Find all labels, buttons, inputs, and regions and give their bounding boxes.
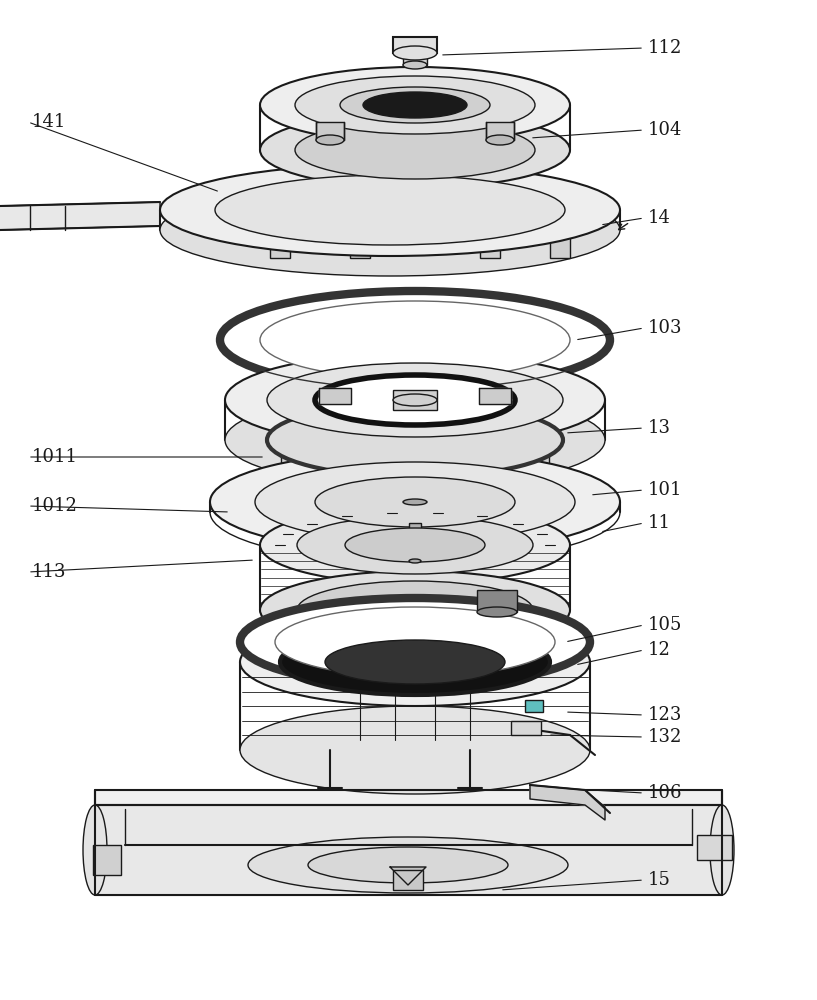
- Bar: [393, 390, 437, 410]
- Polygon shape: [479, 388, 511, 404]
- Ellipse shape: [210, 451, 620, 553]
- Text: 15: 15: [648, 871, 671, 889]
- Ellipse shape: [486, 135, 514, 145]
- Polygon shape: [316, 122, 344, 140]
- Ellipse shape: [315, 477, 515, 527]
- Bar: [550, 230, 570, 258]
- Bar: [480, 230, 500, 258]
- Ellipse shape: [308, 847, 508, 883]
- Text: 103: 103: [648, 319, 682, 337]
- Bar: [511, 721, 541, 735]
- Ellipse shape: [297, 516, 533, 574]
- Text: 1012: 1012: [32, 497, 78, 515]
- Bar: [477, 590, 517, 612]
- Ellipse shape: [240, 598, 590, 686]
- Polygon shape: [0, 202, 160, 231]
- Polygon shape: [319, 388, 351, 404]
- Text: 132: 132: [648, 728, 682, 746]
- Bar: [403, 52, 427, 65]
- Ellipse shape: [316, 135, 344, 145]
- Text: 113: 113: [32, 563, 66, 581]
- Text: 12: 12: [648, 641, 671, 659]
- Ellipse shape: [409, 559, 421, 563]
- Text: 141: 141: [32, 113, 66, 131]
- Ellipse shape: [220, 291, 610, 389]
- Bar: [531, 440, 549, 475]
- Ellipse shape: [260, 67, 570, 143]
- Bar: [697, 835, 732, 860]
- Ellipse shape: [267, 363, 563, 437]
- Ellipse shape: [260, 571, 570, 649]
- Ellipse shape: [225, 393, 605, 487]
- Ellipse shape: [315, 375, 515, 425]
- Ellipse shape: [345, 528, 485, 562]
- Ellipse shape: [393, 46, 437, 60]
- Ellipse shape: [248, 837, 568, 893]
- Text: 104: 104: [648, 121, 682, 139]
- Ellipse shape: [403, 61, 427, 69]
- Text: 14: 14: [648, 209, 671, 227]
- Ellipse shape: [325, 640, 505, 684]
- Polygon shape: [486, 122, 514, 140]
- Bar: [270, 230, 290, 258]
- Ellipse shape: [260, 301, 570, 379]
- Bar: [466, 440, 484, 475]
- Ellipse shape: [267, 403, 563, 477]
- Ellipse shape: [240, 706, 590, 794]
- Bar: [525, 700, 543, 712]
- Bar: [393, 37, 437, 53]
- Ellipse shape: [297, 581, 533, 639]
- Polygon shape: [530, 785, 605, 820]
- Ellipse shape: [393, 394, 437, 406]
- Ellipse shape: [477, 607, 517, 617]
- Ellipse shape: [340, 87, 490, 123]
- Polygon shape: [95, 790, 722, 805]
- Ellipse shape: [280, 629, 550, 695]
- Ellipse shape: [363, 92, 467, 118]
- Polygon shape: [95, 805, 722, 895]
- Ellipse shape: [275, 607, 555, 677]
- Ellipse shape: [403, 499, 427, 505]
- Ellipse shape: [295, 76, 535, 134]
- Polygon shape: [390, 867, 426, 885]
- Text: 105: 105: [648, 616, 682, 634]
- Text: 123: 123: [648, 706, 682, 724]
- Ellipse shape: [160, 164, 620, 256]
- Ellipse shape: [255, 462, 575, 542]
- Bar: [409, 523, 421, 561]
- Ellipse shape: [260, 506, 570, 584]
- Text: 11: 11: [648, 514, 671, 532]
- Text: 1011: 1011: [32, 448, 78, 466]
- Text: 112: 112: [648, 39, 682, 57]
- Text: 106: 106: [648, 784, 682, 802]
- Bar: [93, 845, 121, 875]
- Bar: [393, 870, 423, 890]
- Ellipse shape: [295, 121, 535, 179]
- Ellipse shape: [240, 618, 590, 706]
- Bar: [281, 440, 299, 475]
- Ellipse shape: [160, 184, 620, 276]
- Ellipse shape: [225, 353, 605, 447]
- Ellipse shape: [83, 805, 107, 895]
- Ellipse shape: [260, 112, 570, 188]
- Bar: [350, 230, 370, 258]
- Ellipse shape: [710, 805, 734, 895]
- Text: 101: 101: [648, 481, 682, 499]
- Text: 13: 13: [648, 419, 671, 437]
- Bar: [346, 440, 364, 475]
- Ellipse shape: [215, 175, 565, 245]
